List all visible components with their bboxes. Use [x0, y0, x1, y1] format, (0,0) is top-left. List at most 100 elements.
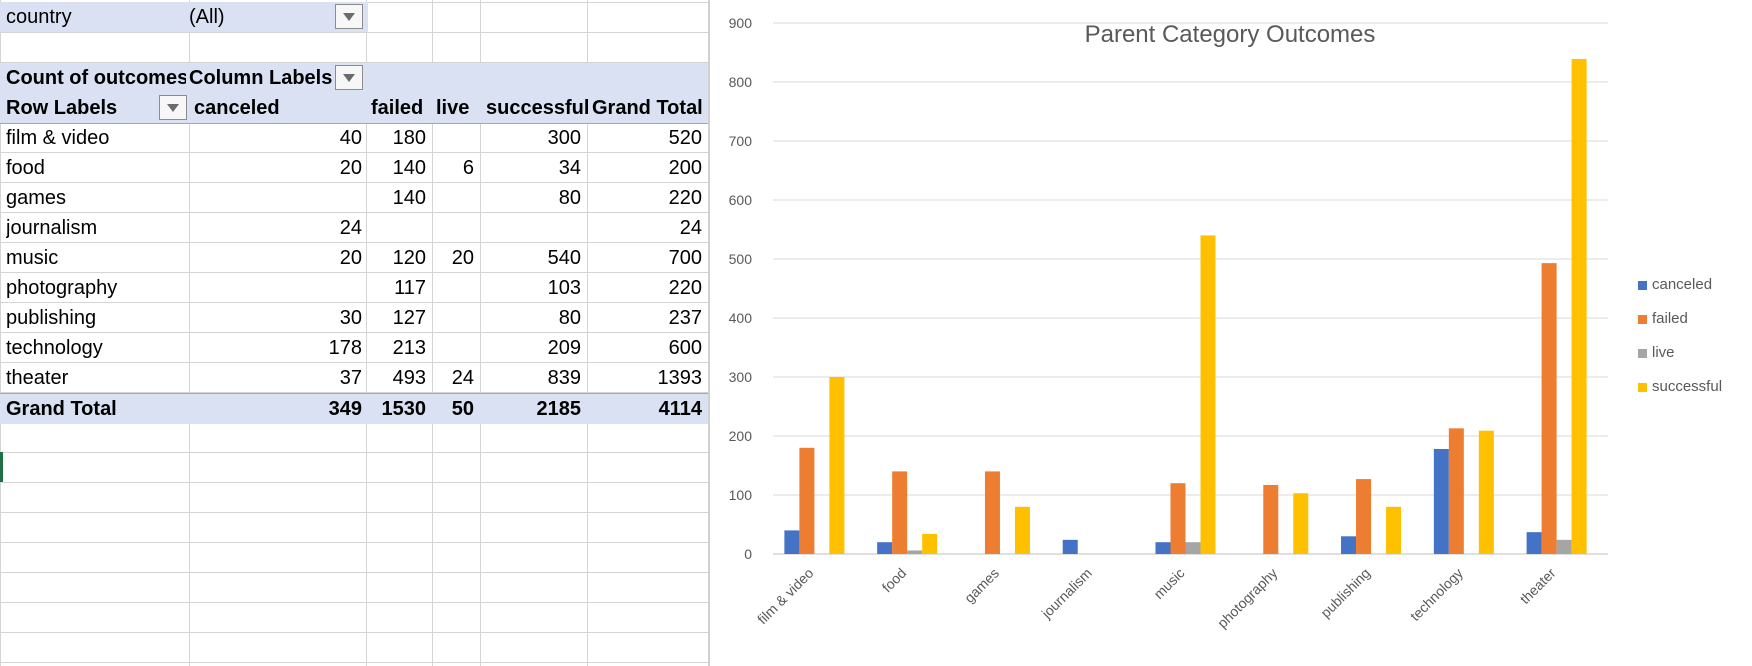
legend-swatch: [1638, 281, 1647, 290]
bar-canceled[interactable]: [877, 542, 893, 554]
value-cell: 300: [547, 127, 581, 149]
row-label: journalism: [6, 217, 98, 239]
grand-total-row: Grand Total 349 1530 50 2185 4114: [0, 393, 708, 424]
y-axis-tick-labels: 0 100 200 300 400 500 600 700 800 900: [729, 15, 753, 562]
pivot-row: technology 178 213 209 600: [0, 333, 708, 363]
column-header-failed: failed: [371, 97, 424, 119]
grand-total-cell: 1530: [381, 398, 427, 420]
value-cell: [432, 123, 480, 153]
filter-field-label: country: [6, 6, 72, 28]
bar-failed[interactable]: [1170, 483, 1186, 554]
active-cell-indicator: [0, 452, 3, 482]
pivot-row: theater 37 493 24 839 1393: [0, 363, 708, 393]
bar-successful[interactable]: [1014, 506, 1030, 554]
bar-live[interactable]: [907, 550, 923, 554]
value-cell: 180: [392, 127, 426, 149]
bar-successful[interactable]: [1200, 235, 1216, 554]
bar-failed[interactable]: [799, 447, 815, 554]
value-cell: 20: [451, 247, 474, 269]
value-cell: 520: [668, 127, 702, 149]
filter-value[interactable]: (All): [189, 6, 225, 28]
value-cell: 80: [558, 187, 581, 209]
bar-canceled[interactable]: [1433, 448, 1449, 554]
report-filter-row: country (All): [0, 2, 368, 32]
value-cell: 20: [339, 247, 362, 269]
row-label: theater: [6, 367, 69, 389]
bar-failed[interactable]: [1356, 479, 1372, 554]
bar-chart: 0 100 200 300 400 500 600 700 800 900 film & vide…: [729, 15, 1608, 632]
legend-swatch: [1638, 315, 1647, 324]
pivot-header-row-2: Row Labels canceled failed live successf…: [0, 93, 708, 124]
y-tick-label: 600: [729, 192, 753, 208]
legend-label: canceled: [1652, 276, 1713, 293]
grand-total-cell: 50: [451, 398, 474, 420]
x-tick-label: music: [1150, 565, 1187, 602]
bar-canceled[interactable]: [1526, 532, 1542, 554]
pivot-row: publishing 30 127 80 237: [0, 303, 708, 333]
value-cell: 24: [679, 217, 702, 239]
value-cell: 127: [392, 307, 426, 329]
y-tick-label: 300: [729, 369, 753, 385]
legend-label: live: [1652, 344, 1675, 361]
bar-failed[interactable]: [892, 471, 908, 554]
value-cell: [432, 213, 480, 243]
legend-item: successful: [1638, 370, 1748, 404]
value-cell: 220: [668, 187, 702, 209]
bar-live[interactable]: [1556, 539, 1572, 554]
bar-failed[interactable]: [1263, 484, 1279, 554]
value-cell: 30: [339, 307, 362, 329]
bar-successful[interactable]: [922, 533, 938, 554]
row-label: food: [6, 157, 45, 179]
value-cell: [432, 303, 480, 333]
bar-successful[interactable]: [1293, 493, 1309, 554]
y-tick-label: 900: [729, 15, 753, 31]
pivot-row: food 20 140 6 34 200: [0, 153, 708, 183]
y-tick-label: 700: [729, 133, 753, 149]
column-labels-dropdown-button[interactable]: [335, 65, 363, 90]
x-tick-label: games: [961, 565, 1002, 606]
y-tick-label: 400: [729, 310, 753, 326]
y-tick-label: 500: [729, 251, 753, 267]
bar-successful[interactable]: [1478, 430, 1494, 554]
bar-successful[interactable]: [1386, 506, 1402, 554]
bar-failed[interactable]: [1541, 263, 1557, 554]
bar-successful[interactable]: [829, 377, 845, 554]
legend-item: failed: [1638, 302, 1748, 336]
bar-canceled[interactable]: [1341, 536, 1357, 554]
y-tick-label: 800: [729, 74, 753, 90]
legend-item: canceled: [1638, 268, 1748, 302]
row-labels-dropdown-button[interactable]: [159, 95, 187, 120]
x-tick-label: theater: [1517, 565, 1559, 607]
bar-live[interactable]: [1185, 542, 1201, 554]
pivot-corner-label: Count of outcomes: [6, 67, 186, 89]
filter-dropdown-button[interactable]: [335, 4, 363, 29]
bar-canceled[interactable]: [784, 530, 800, 554]
column-header-successful: successful: [486, 97, 590, 119]
row-label: publishing: [6, 307, 97, 329]
legend-swatch: [1638, 383, 1647, 392]
bar-failed[interactable]: [1448, 428, 1464, 554]
chart-area[interactable]: 0 100 200 300 400 500 600 700 800 900 film & vide…: [708, 0, 1752, 666]
value-cell: [366, 213, 432, 243]
value-cell: 40: [339, 127, 362, 149]
bar-failed[interactable]: [984, 471, 1000, 554]
pivot-row: games 140 80 220: [0, 183, 708, 213]
pivot-row: film & video 40 180 300 520: [0, 123, 708, 153]
x-axis-tick-labels: film & video food games journalism music phot…: [754, 565, 1559, 632]
bar-successful[interactable]: [1571, 58, 1587, 555]
column-header-live: live: [436, 97, 470, 119]
value-cell: 103: [547, 277, 581, 299]
value-cell: 237: [668, 307, 702, 329]
pivot-row: photography 117 103 220: [0, 273, 708, 303]
x-tick-label: food: [879, 565, 910, 596]
value-cell: [189, 183, 368, 213]
chart-legend: canceled failed live successful: [1638, 268, 1748, 404]
value-cell: 6: [462, 157, 474, 179]
value-cell: 34: [558, 157, 581, 179]
value-cell: 839: [547, 367, 581, 389]
bar-canceled[interactable]: [1062, 539, 1078, 554]
grand-total-cell: 2185: [536, 398, 582, 420]
row-label: technology: [6, 337, 103, 359]
value-cell: 24: [339, 217, 362, 239]
bar-canceled[interactable]: [1155, 542, 1171, 554]
